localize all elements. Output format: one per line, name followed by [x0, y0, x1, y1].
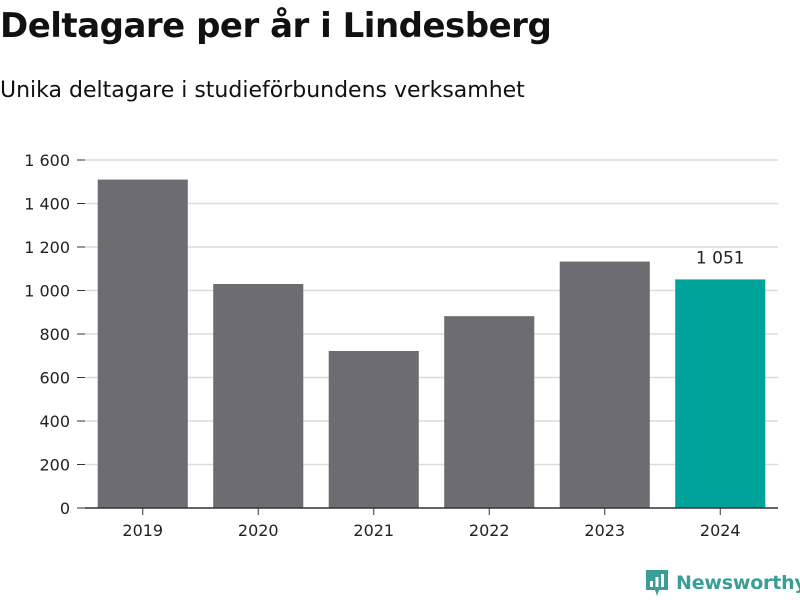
chart-title: Deltagare per år i Lindesberg: [0, 6, 552, 46]
bar-2024: [675, 279, 766, 508]
x-axis-ticks: 2019 2020 2021 2022 2023 2024: [122, 508, 741, 540]
bar-2019: [97, 179, 188, 508]
y-tick-label: 1 200: [24, 238, 70, 257]
x-tick-label: 2019: [122, 521, 163, 540]
bar-2021: [328, 350, 419, 508]
grid-lines: [85, 159, 778, 466]
bar-2020: [213, 283, 304, 508]
data-labels: 1 051: [696, 248, 745, 268]
x-tick-label: 2021: [353, 521, 394, 540]
bar-2023: [559, 261, 650, 508]
data-label: 1 051: [696, 248, 745, 268]
y-tick-label: 800: [39, 325, 70, 344]
y-axis-ticks: 0 200 400 600 800 1 000 1 200 1 400 1 600: [24, 151, 85, 518]
bar-chart-icon: [646, 570, 668, 596]
y-tick-label: 600: [39, 369, 70, 388]
y-tick-label: 1 400: [24, 195, 70, 214]
brand-name: Newsworthy: [676, 572, 800, 594]
brand-logo[interactable]: Newsworthy: [644, 568, 800, 598]
x-tick-label: 2022: [469, 521, 510, 540]
x-tick-label: 2023: [584, 521, 625, 540]
bar-2022: [444, 316, 535, 508]
chart-subtitle: Unika deltagare i studieförbundens verks…: [0, 78, 525, 103]
y-tick-label: 0: [60, 499, 70, 518]
y-tick-label: 400: [39, 412, 70, 431]
x-tick-label: 2020: [238, 521, 279, 540]
y-tick-label: 1 000: [24, 282, 70, 301]
y-tick-label: 1 600: [24, 151, 70, 170]
bars: [97, 179, 766, 508]
y-tick-label: 200: [39, 456, 70, 475]
x-tick-label: 2024: [700, 521, 741, 540]
